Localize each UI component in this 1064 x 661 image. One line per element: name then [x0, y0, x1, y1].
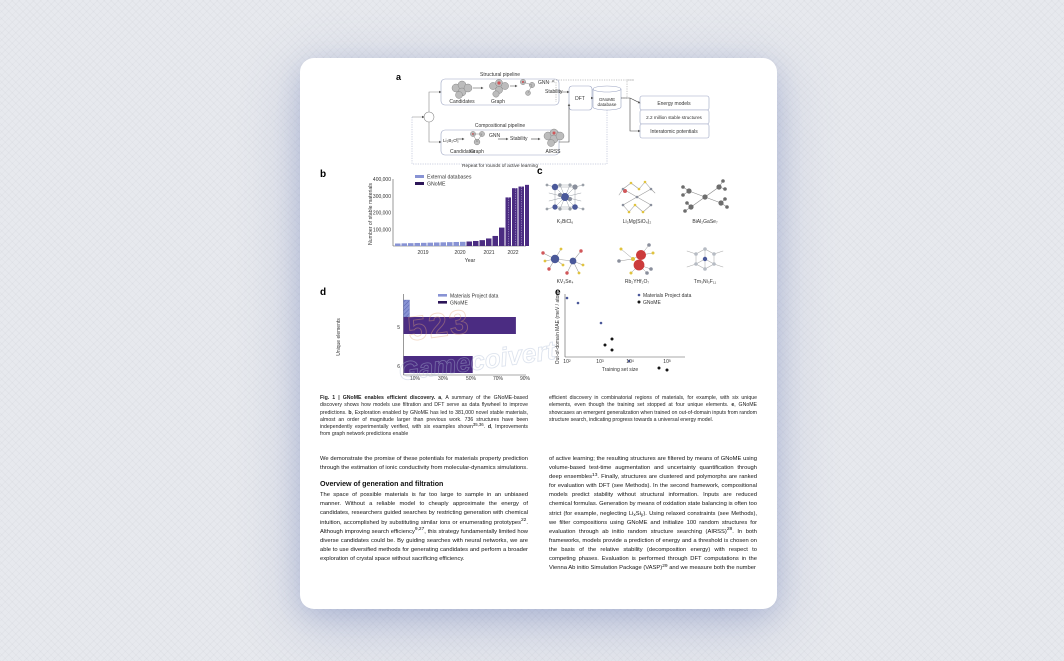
svg-text:Unique elements: Unique elements	[336, 318, 342, 356]
svg-text:GNoME: GNoME	[450, 300, 468, 306]
svg-text:5: 5	[397, 325, 400, 331]
svg-text:GNoME: GNoME	[643, 300, 661, 306]
svg-text:Structural pipeline: Structural pipeline	[480, 72, 520, 78]
svg-text:70%: 70%	[493, 376, 504, 380]
svg-text:K₃BiCl₆: K₃BiCl₆	[557, 219, 574, 225]
svg-text:104: 104	[626, 359, 634, 365]
svg-text:Rb₂YHf₂O₇: Rb₂YHf₂O₇	[625, 279, 649, 285]
svg-text:Materials Project data: Materials Project data	[450, 293, 499, 299]
svg-text:2022: 2022	[507, 250, 518, 256]
svg-text:GNoME: GNoME	[427, 182, 446, 188]
svg-text:2021: 2021	[483, 250, 494, 256]
svg-text:Tm₃Ni₃F₁₁: Tm₃Ni₃F₁₁	[694, 279, 717, 285]
svg-text:Repeat for rounds of active le: Repeat for rounds of active learning	[462, 163, 538, 169]
svg-text:300,000: 300,000	[373, 194, 391, 200]
svg-text:Year: Year	[465, 258, 476, 264]
svg-text:400,000: 400,000	[373, 177, 391, 183]
svg-text:Graph: Graph	[491, 99, 505, 105]
svg-text:BiAl₂GaSe₇: BiAl₂GaSe₇	[692, 219, 718, 225]
svg-text:102: 102	[563, 359, 571, 365]
svg-text:Graph: Graph	[470, 149, 484, 155]
svg-text:External databases: External databases	[427, 175, 472, 181]
svg-text:database: database	[598, 102, 617, 107]
svg-text:AIRSS: AIRSS	[545, 149, 561, 155]
svg-text:200,000: 200,000	[373, 211, 391, 217]
svg-text:Energy models: Energy models	[657, 101, 691, 107]
svg-text:Materials Project data: Materials Project data	[643, 293, 692, 299]
svg-text:GNN: GNN	[489, 133, 501, 139]
svg-text:2019: 2019	[417, 250, 428, 256]
svg-text:GNN: GNN	[538, 80, 550, 86]
svg-text:103: 103	[596, 359, 604, 365]
svg-text:105: 105	[663, 359, 671, 365]
svg-text:2020: 2020	[454, 250, 465, 256]
svg-text:Li₃Mg(SiO₄)₂: Li₃Mg(SiO₄)₂	[623, 219, 652, 225]
svg-text:Out-of-domain MAE (meV / atom): Out-of-domain MAE (meV / atom)	[555, 292, 561, 364]
svg-text:10%: 10%	[410, 376, 421, 380]
svg-text:6: 6	[397, 364, 400, 370]
svg-text:Training set size: Training set size	[602, 367, 638, 373]
svg-text:30%: 30%	[438, 376, 449, 380]
svg-text:90%: 90%	[520, 376, 531, 380]
svg-text:Interatomic potentials: Interatomic potentials	[650, 129, 698, 135]
svg-text:2.2 million stable structures: 2.2 million stable structures	[646, 115, 702, 120]
svg-text:KV₃Se₄: KV₃Se₄	[557, 279, 574, 285]
svg-text:100,000: 100,000	[373, 227, 391, 233]
svg-text:50%: 50%	[466, 376, 477, 380]
svg-text:Stability: Stability	[510, 136, 528, 142]
svg-text:Candidates: Candidates	[449, 99, 475, 105]
svg-text:DFT: DFT	[575, 96, 585, 102]
svg-text:Compositional pipeline: Compositional pipeline	[475, 123, 526, 129]
svg-text:Number of stable materials: Number of stable materials	[368, 183, 374, 245]
